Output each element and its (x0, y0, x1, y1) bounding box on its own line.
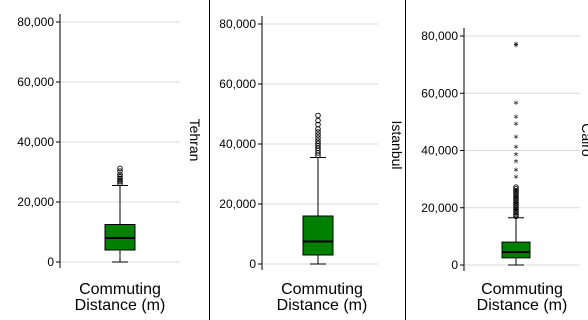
outlier-point (513, 198, 519, 204)
extreme-outlier-point: * (514, 167, 519, 178)
y-tick-label: 0 (47, 255, 54, 269)
extreme-outlier-point: * (514, 121, 519, 132)
outlier-point (513, 184, 519, 190)
outlier-point (513, 201, 519, 208)
outlier-point (117, 165, 123, 172)
chart-panel-tehran: 0 20,000 40,000 60,000 80,000 Tehran Commutin… (0, 0, 210, 320)
outlier-point (315, 112, 321, 119)
city-label: Tehran (187, 119, 203, 162)
y-tick-label: 40,000 (219, 137, 256, 151)
outlier-point (117, 177, 123, 183)
y-tick-label: 60,000 (421, 86, 458, 100)
y-tick-label: 60,000 (17, 75, 54, 89)
x-axis-label-line1: Commuting (79, 281, 161, 298)
x-axis-label-line2: Distance (m) (74, 297, 166, 314)
y-tick-label: 40,000 (421, 144, 458, 158)
outlier-point (513, 206, 519, 213)
outlier-point (315, 132, 321, 138)
city-label: Istanbul (389, 120, 405, 169)
box-iqr (501, 241, 531, 259)
x-axis-label: Commuting Distance (m) (60, 282, 180, 314)
x-axis-label-line1: Commuting (281, 281, 363, 298)
chart-svg-istanbul: 0 20,000 40,000 60,000 80,000 Istanbul (219, 16, 405, 271)
extreme-outlier-point: * (514, 134, 519, 145)
extreme-outlier-point: * (514, 151, 519, 162)
outlier-point (117, 175, 123, 182)
y-tick-label: 20,000 (17, 195, 54, 209)
outlier-point (513, 191, 519, 197)
extreme-outlier-point: * (514, 174, 519, 185)
x-axis-label-line2: Distance (m) (276, 297, 368, 314)
outlier-point (117, 168, 123, 174)
outlier-point (513, 210, 519, 216)
chart-panel-istanbul: 0 20,000 40,000 60,000 80,000 Istanbul Commut… (210, 0, 406, 320)
extreme-outlier-point: * (514, 114, 519, 125)
outlier-point (513, 187, 519, 194)
y-tick-label: 20,000 (421, 201, 458, 215)
y-tick-label: 80,000 (219, 17, 256, 31)
x-axis-label: Commuting Distance (m) (262, 282, 382, 314)
outlier-point (315, 140, 321, 147)
outlier-point (117, 180, 123, 187)
x-axis-label: Commuting Distance (m) (462, 282, 582, 314)
outlier-point (513, 213, 519, 220)
y-tick-label: 60,000 (219, 77, 256, 91)
outlier-point (513, 194, 519, 201)
outlier-point (513, 192, 519, 199)
x-axis-label-line2: Distance (m) (476, 297, 568, 314)
outlier-point (117, 173, 123, 180)
y-tick-label: 0 (249, 257, 256, 271)
city-label: Cairo (579, 123, 588, 157)
outlier-point (117, 171, 123, 178)
outlier-point (513, 203, 519, 209)
outlier-point (315, 117, 321, 124)
outlier-point (513, 208, 519, 214)
y-tick-label: 80,000 (17, 15, 54, 29)
extreme-outlier-point: * (514, 41, 519, 52)
outlier-point (315, 135, 321, 141)
extreme-outlier-point: * (514, 158, 519, 169)
chart-svg-tehran: 0 20,000 40,000 60,000 80,000 Tehran (17, 14, 203, 269)
outlier-point (315, 138, 321, 144)
outlier-point (315, 121, 321, 128)
y-tick-label: 40,000 (17, 135, 54, 149)
outlier-point (513, 204, 519, 211)
box-iqr (302, 215, 334, 256)
outlier-point (513, 199, 519, 206)
outlier-point (315, 129, 321, 135)
outlier-point (315, 126, 321, 132)
outlier-point (513, 189, 519, 196)
y-tick-label: 80,000 (421, 29, 458, 43)
extreme-outlier-point: * (514, 42, 519, 53)
chart-panel-cairo: 0 20,000 40,000 60,000 80,000 * * * * * * * * * * * Cair… (406, 0, 588, 320)
extreme-outlier-point: * (514, 99, 519, 110)
x-axis-label-line1: Commuting (481, 281, 563, 298)
outlier-point (513, 211, 519, 218)
chart-svg-cairo: 020,00040,00060,00080,000***********Cair… (421, 28, 588, 272)
extreme-outlier-point: * (514, 144, 519, 155)
y-tick-label: 20,000 (219, 197, 256, 211)
outlier-point (513, 186, 519, 192)
outlier-point (513, 196, 519, 202)
y-tick-label: 0 (451, 258, 458, 272)
